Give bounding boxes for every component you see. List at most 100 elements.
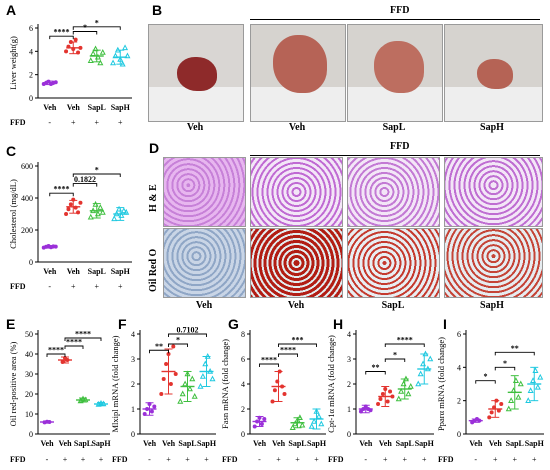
data-point [378, 397, 383, 401]
y-tick-label: 0 [457, 430, 461, 439]
y-tick-label: 40 [25, 350, 33, 359]
ffd-row-label: FFD [10, 282, 26, 291]
panel-b-caption-2: Veh [288, 122, 306, 133]
data-point [179, 390, 186, 397]
data-point [499, 402, 504, 406]
ffd-sign: + [295, 455, 300, 464]
ffd-sign: + [71, 118, 76, 127]
data-point [78, 45, 83, 50]
ffd-sign: + [71, 282, 76, 291]
panel-d-row-label-he: H & E [148, 184, 159, 212]
y-tick-label: 0 [29, 94, 33, 103]
panel-b-caption-1: Veh [186, 122, 204, 133]
data-point [380, 392, 385, 396]
data-point [311, 418, 318, 424]
y-tick-label: 4 [347, 330, 351, 339]
x-category-label: SapH [415, 439, 435, 448]
panel-d-caption-3: SapL [381, 300, 405, 311]
data-point [209, 375, 216, 382]
y-tick-label: 4 [241, 380, 245, 389]
y-tick-label: 6 [29, 24, 33, 33]
x-category-label: Veh [43, 103, 57, 112]
x-category-label: Veh [359, 439, 373, 448]
y-tick-label: 6 [457, 330, 461, 339]
ffd-sign: - [46, 455, 49, 464]
ffd-sign: + [276, 455, 281, 464]
y-axis-label: Mlxipl mRNA (fold change) [110, 335, 120, 432]
histology-oilred-veh-ffd [250, 228, 343, 298]
histology-oilred-sapl [347, 228, 440, 298]
x-category-label: Veh [43, 267, 57, 276]
histology-he-veh-control [163, 157, 246, 227]
data-point [97, 59, 104, 66]
x-category-label: Veh [253, 439, 267, 448]
x-category-label: Veh [272, 439, 286, 448]
significance-bracket [384, 358, 406, 362]
data-point [272, 388, 277, 393]
data-point [427, 355, 434, 362]
y-tick-label: 8 [241, 330, 245, 339]
significance-bracket [278, 353, 298, 357]
significance-bracket [72, 183, 98, 187]
x-category-label: Veh [489, 439, 503, 448]
significance-bracket [149, 349, 169, 354]
ffd-sign: + [81, 455, 86, 464]
data-point [171, 344, 176, 349]
data-point [87, 57, 94, 63]
x-category-label: SapL [288, 439, 306, 448]
y-tick-label: 0 [29, 430, 33, 439]
liver-photo-sapl [347, 24, 443, 122]
ffd-row-label: FFD [112, 455, 128, 464]
y-tick-label: 0 [241, 430, 245, 439]
data-point [149, 409, 154, 414]
x-category-label: Veh [67, 267, 81, 276]
ffd-sign: + [314, 455, 319, 464]
data-point [282, 392, 287, 396]
y-tick-label: 50 [25, 330, 33, 339]
ffd-sign: - [48, 118, 51, 127]
ffd-row-label: FFD [10, 455, 26, 464]
x-category-label: SapH [307, 439, 327, 448]
y-tick-label: 20 [25, 390, 33, 399]
panel-letter-f: F [118, 316, 127, 332]
y-tick-label: 4 [29, 47, 33, 56]
data-point [122, 44, 129, 51]
data-point [152, 404, 157, 409]
data-point [527, 387, 534, 393]
panel-letter-a: A [6, 2, 17, 18]
y-tick-label: 2 [241, 405, 245, 414]
data-point [78, 200, 83, 205]
significance-label: **** [54, 185, 70, 194]
data-point [64, 49, 69, 54]
significance-bracket [49, 192, 74, 197]
histology-he-sapl [347, 157, 440, 227]
y-tick-label: 0 [347, 430, 351, 439]
data-point [99, 208, 106, 215]
ffd-sign: + [204, 455, 209, 464]
ffd-sign: + [185, 455, 190, 464]
significance-bracket [278, 343, 317, 347]
x-category-label: SapH [111, 267, 131, 276]
ffd-sign: + [422, 455, 427, 464]
ffd-sign: + [99, 455, 104, 464]
ffd-sign: - [148, 455, 151, 464]
data-point [299, 421, 306, 428]
panel-d-ffd-header: FFD [390, 141, 410, 152]
data-point [395, 395, 402, 402]
panel-b-ffd-header: FFD [390, 5, 410, 16]
x-category-label: SapH [525, 439, 545, 448]
significance-label: **** [66, 338, 82, 347]
y-tick-label: 6 [241, 355, 245, 364]
y-tick-label: 2 [29, 71, 33, 80]
data-point [292, 420, 299, 427]
data-point [64, 212, 69, 216]
data-point [525, 397, 532, 403]
liver-photo-veh-ffd [250, 24, 346, 122]
ffd-row-label: FFD [10, 118, 26, 127]
y-tick-label: 4 [457, 363, 461, 372]
chart-oil-red-area: 0 10 20 30 40 50 Oil red-positive area (%) Veh V… [8, 330, 111, 465]
data-point [259, 422, 264, 426]
